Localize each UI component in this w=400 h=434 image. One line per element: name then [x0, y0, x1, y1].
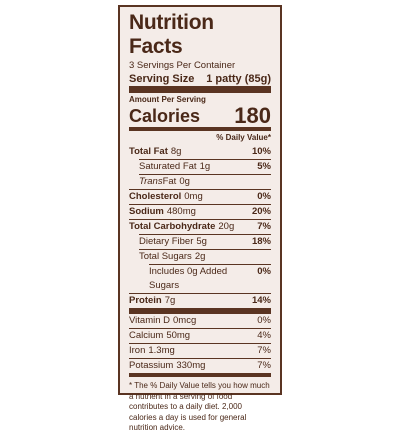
nutrient: Total Carbohydrate 20g	[129, 220, 234, 234]
nutrient-amount: 7g	[164, 295, 176, 306]
nutrient-amount: 5g	[196, 236, 207, 247]
nutrient-name: Vitamin D	[129, 315, 171, 326]
nutrient-amount: 50mg	[166, 330, 191, 341]
nutrient-name: Cholesterol	[129, 191, 182, 202]
nutrient-amount: 330mg	[176, 360, 206, 371]
page: Nutrition Facts 3 Servings Per Container…	[118, 5, 282, 432]
nutrient-amount: 1g	[199, 161, 211, 172]
nutrient-row: Total Fat 8g 10%	[129, 145, 271, 159]
footnote: * The % Daily Value tells you how much a…	[129, 381, 270, 432]
calories-value: 180	[234, 103, 271, 128]
nutrient: Total Fat 8g	[129, 145, 181, 159]
nutrient: Vitamin D 0mcg	[129, 314, 196, 328]
title: Nutrition Facts	[129, 11, 214, 58]
daily-value: 14%	[251, 295, 271, 306]
nutrient-row: Sodium 480mg 20%	[129, 204, 271, 219]
nutrient-name-italic: Trans	[139, 176, 163, 187]
nutrient-row: TransFat 0g	[139, 174, 271, 189]
daily-value: 18%	[251, 236, 271, 247]
daily-value: 0%	[257, 266, 271, 277]
vitamins: Vitamin D 0mcg 0% Calcium 50mg 4% Iron 1.3mg 7% P…	[129, 314, 271, 373]
nutrient-name: Total Carbohydrate	[129, 221, 216, 232]
nutrient: TransFat 0g	[139, 175, 190, 189]
nutrient-row: Dietary Fiber 5g 18%	[139, 234, 271, 249]
nutrient-name: Dietary Fiber	[139, 236, 194, 247]
servings: 3 Servings Per Container	[129, 60, 236, 71]
daily-value: 5%	[257, 161, 271, 172]
nutrient-name: Fat	[162, 176, 177, 187]
nutrient: Protein 7g	[129, 294, 175, 308]
rule	[129, 373, 271, 377]
nutrient-name: Potassium	[129, 360, 174, 371]
nutrient-name: Calcium	[129, 330, 164, 341]
nutrient-row: Iron 1.3mg 7%	[129, 343, 271, 358]
daily-value: 0%	[257, 191, 271, 202]
nutrient: Includes 0g Added Sugars	[149, 265, 257, 293]
rule	[129, 86, 271, 93]
nutrient-name: Protein	[129, 295, 162, 306]
nutrient: Saturated Fat 1g	[139, 160, 210, 174]
nutrient-name: Saturated Fat	[139, 161, 197, 172]
nutrient-name: Iron	[129, 345, 146, 356]
daily-value: 0%	[257, 315, 271, 326]
nutrient-row: Calcium 50mg 4%	[129, 328, 271, 343]
nutrient-amount: 8g	[170, 146, 182, 157]
nutrition-label: Nutrition Facts 3 Servings Per Container…	[118, 5, 282, 432]
nutrient-amount: 20g	[218, 221, 235, 232]
nutrients: Total Fat 8g 10% Saturated Fat 1g 5% TransFat 0…	[129, 145, 271, 308]
daily-value: 7%	[257, 345, 271, 356]
nutrient-amount: 0mg	[184, 191, 203, 202]
daily-value: 7%	[257, 221, 271, 232]
nutrient-row: Protein 7g 14%	[129, 293, 271, 308]
nutrient-amount: 480mg	[166, 206, 196, 217]
rule	[129, 127, 271, 131]
nutrient: Dietary Fiber 5g	[139, 235, 207, 249]
rule	[129, 308, 271, 314]
nutrient-name: Total Fat	[129, 146, 168, 157]
nutrient-row: Total Carbohydrate 20g 7%	[129, 219, 271, 234]
daily-value-header: % Daily Value*	[216, 133, 271, 142]
nutrient-amount: 0g	[179, 176, 190, 187]
daily-value: 10%	[251, 146, 271, 157]
nutrient-name: Includes 0g Added Sugars	[149, 266, 228, 291]
nutrient-amount: 1.3mg	[148, 345, 175, 356]
calories-label: Calories	[129, 106, 201, 126]
nutrient-row: Saturated Fat 1g 5%	[139, 159, 271, 174]
serving-size-label: Serving Size	[129, 73, 195, 85]
serving-size-value: 1 patty (85g)	[206, 73, 271, 85]
nutrient-row: Total Sugars 2g	[139, 249, 271, 264]
nutrient: Sodium 480mg	[129, 205, 196, 219]
nutrient: Potassium 330mg	[129, 359, 205, 373]
nutrient: Iron 1.3mg	[129, 344, 175, 358]
amount-per-serving: Amount Per Serving	[129, 95, 206, 104]
nutrient-name: Sodium	[129, 206, 164, 217]
nutrient-name: Total Sugars	[139, 251, 192, 262]
nutrient: Cholesterol 0mg	[129, 190, 203, 204]
nutrient-row: Cholesterol 0mg 0%	[129, 189, 271, 204]
daily-value: 4%	[257, 330, 271, 341]
nutrient-amount: 0mcg	[173, 315, 197, 326]
nutrient: Total Sugars 2g	[139, 250, 205, 264]
nutrient-row: Vitamin D 0mcg 0%	[129, 314, 271, 328]
daily-value: 20%	[251, 206, 271, 217]
calories: Calories 180	[129, 105, 271, 127]
nutrient-amount: 2g	[194, 251, 206, 262]
nutrient-row: Potassium 330mg 7%	[129, 358, 271, 373]
nutrient: Calcium 50mg	[129, 329, 190, 343]
nutrient-row: Includes 0g Added Sugars 0%	[149, 264, 271, 293]
serving-size: Serving Size 1 patty (85g)	[129, 72, 271, 86]
daily-value: 7%	[257, 360, 271, 371]
